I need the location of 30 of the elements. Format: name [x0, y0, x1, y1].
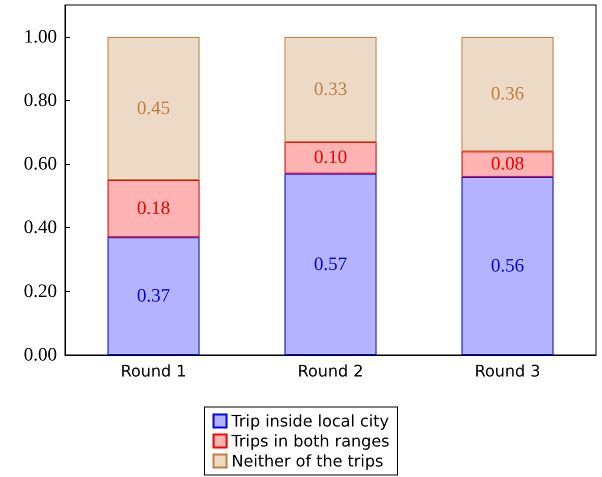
bar	[284, 142, 377, 174]
x-tick-label: Round 3	[474, 362, 540, 380]
bar	[107, 36, 200, 180]
legend-label: Neither of the trips	[232, 452, 384, 470]
x-tick-label: Round 1	[120, 362, 186, 380]
legend-label: Trips in both ranges	[230, 432, 390, 450]
y-tick-label: 1.00	[24, 26, 57, 48]
bar	[284, 36, 377, 142]
data-label: 0.57	[314, 254, 348, 275]
data-label: 0.10	[314, 147, 348, 168]
y-tick-label: 0.00	[24, 344, 57, 366]
bar	[107, 180, 200, 238]
bar	[461, 176, 554, 355]
data-label: 0.08	[490, 154, 524, 175]
legend-label: Trip inside local city	[230, 412, 389, 430]
data-label: 0.36	[490, 84, 524, 105]
bar	[461, 36, 554, 152]
data-label: 0.33	[314, 78, 348, 100]
data-label: 0.56	[490, 255, 524, 276]
y-tick-label: 0.80	[24, 90, 57, 111]
bar	[284, 174, 377, 355]
data-label: 0.18	[136, 198, 170, 220]
data-label: 0.37	[136, 286, 170, 307]
bar	[107, 237, 200, 355]
y-tick-label: 0.60	[24, 154, 57, 175]
data-label: 0.45	[136, 98, 170, 119]
y-tick-label: 0.40	[24, 217, 57, 238]
x-tick-label: Round 2	[298, 362, 364, 380]
bar	[461, 151, 554, 177]
y-tick-label: 0.20	[24, 280, 57, 302]
